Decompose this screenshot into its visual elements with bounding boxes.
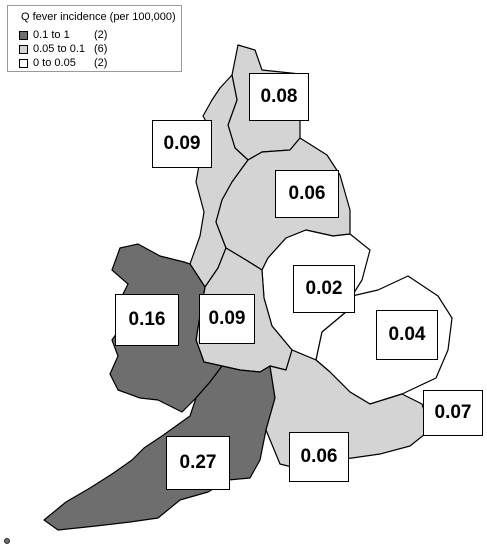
legend: Q fever incidence (per 100,000) 0.1 to 1…: [7, 5, 182, 72]
value-box-north-west: 0.09: [152, 120, 212, 168]
legend-count: (2): [94, 57, 108, 69]
value-box-south-east-2: 0.06: [289, 432, 349, 482]
legend-count: (2): [94, 29, 108, 41]
legend-range: 0.05 to 0.1: [33, 43, 85, 55]
value-box-yorkshire-humber: 0.06: [275, 170, 339, 218]
value-box-east-midlands: 0.02: [293, 265, 355, 313]
legend-count: (6): [94, 43, 108, 55]
value-box-south-east: 0.07: [423, 390, 483, 436]
value-box-north-east: 0.08: [249, 73, 309, 121]
legend-title: Q fever incidence (per 100,000): [21, 11, 176, 23]
legend-range: 0 to 0.05: [33, 57, 76, 69]
value-box-wales: 0.16: [115, 294, 179, 346]
legend-swatch-low: [19, 59, 28, 68]
scilly-isles: [4, 538, 10, 544]
value-box-west-midlands: 0.09: [199, 294, 255, 344]
legend-range: 0.1 to 1: [33, 29, 70, 41]
legend-swatch-medium: [19, 45, 28, 54]
legend-swatch-high: [19, 31, 28, 40]
value-box-south-west: 0.27: [166, 436, 230, 490]
value-box-east-of-england: 0.04: [376, 310, 438, 360]
